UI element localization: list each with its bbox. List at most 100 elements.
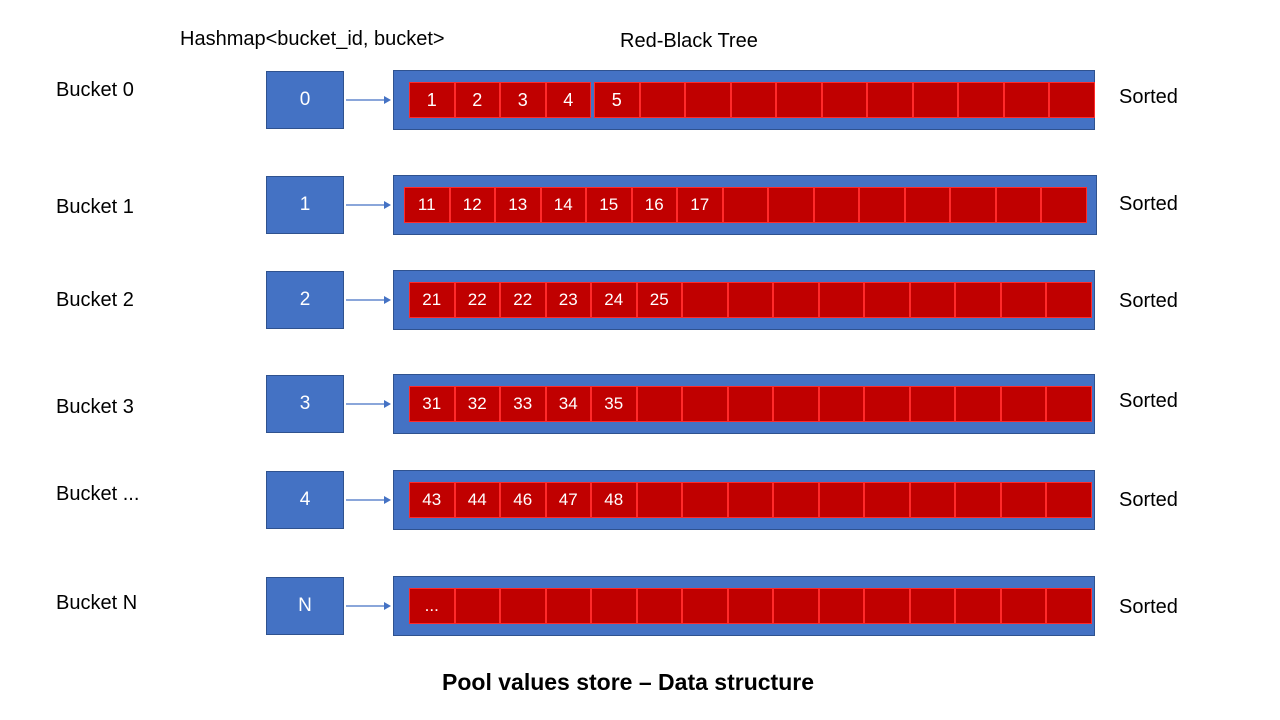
- pointer-arrow-icon: [346, 496, 391, 504]
- bucket-label: Bucket ...: [56, 483, 140, 505]
- tree-node: 11: [404, 187, 450, 223]
- tree-node: 31: [409, 386, 455, 422]
- tree-node: [955, 282, 1001, 318]
- tree-node: 3: [500, 82, 546, 118]
- tree-node: [773, 482, 819, 518]
- tree-node: [1049, 82, 1095, 118]
- tree-node: [955, 588, 1001, 624]
- tree-node: [636, 386, 682, 422]
- tree-node: [1000, 588, 1046, 624]
- tree-node: [1000, 386, 1046, 422]
- tree-node: 21: [409, 282, 455, 318]
- tree-node: [995, 187, 1041, 223]
- bucket-key-box: 1: [266, 176, 344, 234]
- tree-node: 47: [545, 482, 591, 518]
- bucket-key-box: 0: [266, 71, 344, 129]
- tree-node: [727, 588, 773, 624]
- tree-node: [636, 588, 682, 624]
- sorted-label: Sorted: [1119, 596, 1178, 618]
- tree-node: 12: [449, 187, 495, 223]
- tree-node: [727, 386, 773, 422]
- tree-node: [813, 187, 859, 223]
- tree-node: 48: [591, 482, 637, 518]
- tree-node: 4: [545, 82, 591, 118]
- tree-node: [818, 482, 864, 518]
- tree-node: [864, 386, 910, 422]
- tree-node: 33: [500, 386, 546, 422]
- tree-node: 1: [409, 82, 455, 118]
- bucket-key-box: 2: [266, 271, 344, 329]
- tree-node: [904, 187, 950, 223]
- tree-node: 35: [591, 386, 637, 422]
- tree-node: [682, 282, 728, 318]
- tree-node: [909, 588, 955, 624]
- tree-node: 2: [454, 82, 500, 118]
- tree-node: [682, 482, 728, 518]
- bucket-label: Bucket 2: [56, 289, 134, 311]
- tree-node: 34: [545, 386, 591, 422]
- sorted-label: Sorted: [1119, 86, 1178, 108]
- sorted-label: Sorted: [1119, 489, 1178, 511]
- tree-node: [909, 482, 955, 518]
- tree-node: 44: [454, 482, 500, 518]
- tree-node: 46: [500, 482, 546, 518]
- tree-node: 22: [500, 282, 546, 318]
- tree-node: [955, 482, 1001, 518]
- tree-node: [1046, 282, 1092, 318]
- tree-node: [636, 482, 682, 518]
- tree-node: 14: [540, 187, 586, 223]
- tree-node: [545, 588, 591, 624]
- bucket-label: Bucket N: [56, 592, 138, 614]
- diagram-caption: Pool values store – Data structure: [442, 669, 814, 695]
- tree-node-row: 11 12 13 14 15 16 17: [404, 187, 1087, 223]
- tree-node: [773, 386, 819, 422]
- tree-node: [955, 386, 1001, 422]
- tree-node: [1041, 187, 1087, 223]
- tree-node: [818, 386, 864, 422]
- tree-node: 15: [586, 187, 632, 223]
- sorted-label: Sorted: [1119, 390, 1178, 412]
- bucket-label: Bucket 0: [56, 79, 134, 101]
- pointer-arrow-icon: [346, 296, 391, 304]
- tree-node: [818, 282, 864, 318]
- tree-node-row: 21 22 22 23 24 25: [409, 282, 1092, 318]
- pointer-arrow-icon: [346, 96, 391, 104]
- tree-node: [727, 282, 773, 318]
- tree-node: [730, 82, 776, 118]
- tree-node-row: ...: [409, 588, 1092, 624]
- bucket-key-box: N: [266, 577, 344, 635]
- tree-node: [776, 82, 822, 118]
- tree-node: [950, 187, 996, 223]
- tree-node: 25: [636, 282, 682, 318]
- tree-node: 43: [409, 482, 455, 518]
- tree-node: 13: [495, 187, 541, 223]
- tree-node: 23: [545, 282, 591, 318]
- pointer-arrow-icon: [346, 201, 391, 209]
- tree-node: [682, 386, 728, 422]
- tree-node: [1000, 282, 1046, 318]
- tree-node: [727, 482, 773, 518]
- sorted-label: Sorted: [1119, 193, 1178, 215]
- tree-node: [722, 187, 768, 223]
- bucket-label: Bucket 3: [56, 396, 134, 418]
- tree-node: 17: [677, 187, 723, 223]
- tree-node: [1046, 482, 1092, 518]
- tree-node: [864, 482, 910, 518]
- tree-node: [821, 82, 867, 118]
- tree-node: [864, 282, 910, 318]
- sorted-label: Sorted: [1119, 290, 1178, 312]
- tree-node: 24: [591, 282, 637, 318]
- tree-node: [768, 187, 814, 223]
- tree-node: [864, 588, 910, 624]
- tree-node: [867, 82, 913, 118]
- tree-node: [1000, 482, 1046, 518]
- tree-node: [500, 588, 546, 624]
- tree-node: [912, 82, 958, 118]
- pointer-arrow-icon: [346, 602, 391, 610]
- bucket-key-box: 3: [266, 375, 344, 433]
- tree-node: [685, 82, 731, 118]
- tree-node: [909, 282, 955, 318]
- tree-node: ...: [409, 588, 455, 624]
- pointer-arrow-icon: [346, 400, 391, 408]
